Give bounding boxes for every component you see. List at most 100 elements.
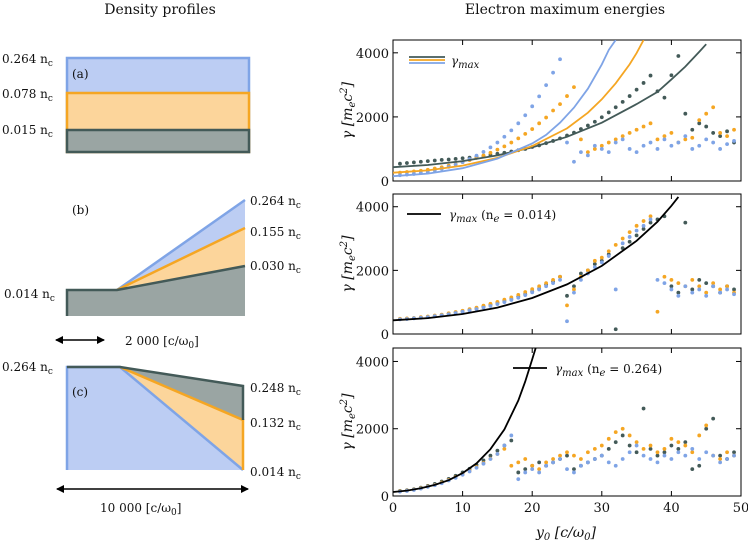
data-point-blue (537, 94, 542, 99)
data-point-orange (669, 436, 674, 441)
data-point-orange (551, 108, 555, 113)
data-point-orange (669, 278, 674, 282)
data-point-blue (544, 83, 549, 88)
data-point-dark (683, 111, 688, 116)
data-point-blue (655, 147, 660, 151)
data-point-orange (704, 290, 709, 295)
data-point-blue (627, 235, 632, 239)
data-point-dark (648, 447, 653, 451)
data-point-blue (467, 469, 472, 474)
data-point-orange (558, 453, 562, 458)
data-point-orange (558, 102, 562, 106)
data-point-blue (676, 293, 681, 298)
y-tick-label: 4000 (356, 201, 389, 216)
data-point-orange (627, 230, 632, 235)
data-point-orange (572, 287, 576, 292)
profile-b-label: (b) (72, 203, 89, 217)
data-point-orange (530, 127, 535, 131)
data-point-orange (572, 453, 576, 458)
data-point-orange (662, 447, 667, 451)
data-point-blue (697, 143, 702, 148)
data-point-orange (613, 243, 618, 247)
data-point-dark (683, 220, 688, 225)
data-point-blue (488, 457, 493, 461)
data-point-dark (634, 450, 639, 455)
data-point-blue (558, 57, 562, 62)
data-point-orange (551, 457, 555, 461)
data-point-orange (620, 426, 625, 431)
data-point-orange (669, 131, 674, 135)
data-point-blue (620, 241, 625, 246)
data-point-dark (676, 290, 681, 295)
data-point-blue (627, 147, 632, 151)
data-point-blue (634, 150, 639, 155)
data-point-orange (551, 278, 555, 282)
data-point-blue (648, 217, 653, 222)
data-point-blue (530, 104, 535, 109)
data-point-orange (718, 131, 723, 135)
data-point-dark (690, 127, 695, 132)
data-point-orange (690, 450, 695, 455)
data-point-blue (579, 278, 583, 282)
y-tick-label: 2000 (356, 264, 389, 279)
data-point-blue (551, 70, 555, 75)
data-point-orange (523, 131, 528, 136)
data-point-blue (697, 287, 702, 292)
chart-panel-b: 0 2000 4000 γ [mec2] γmax (ne = 0.014) (339, 193, 742, 343)
data-point-dark (523, 467, 528, 471)
data-point-blue (599, 260, 604, 265)
data-point-orange (711, 105, 716, 110)
data-point-dark (648, 73, 653, 78)
data-point-blue (474, 307, 479, 312)
data-point-blue (725, 142, 729, 147)
data-point-blue (711, 284, 716, 289)
data-point-dark (613, 440, 618, 445)
data-point-blue (634, 228, 639, 233)
chart-frame (392, 39, 742, 182)
data-point-orange (697, 118, 702, 123)
data-point-blue (481, 461, 486, 466)
data-point-orange (627, 131, 632, 135)
data-point-blue (620, 137, 625, 142)
data-point-orange (725, 284, 729, 289)
data-point-dark (418, 159, 423, 164)
data-point-blue (565, 319, 569, 324)
data-point-orange (704, 111, 709, 116)
data-point-blue (690, 147, 695, 151)
data-point-blue (523, 113, 528, 118)
data-point-orange (655, 137, 660, 142)
data-point-blue (718, 290, 723, 295)
data-point-blue (683, 284, 688, 289)
data-point-blue (690, 447, 695, 451)
gamma-max-curve (393, 40, 645, 174)
data-point-dark (606, 447, 611, 451)
profile-b-density-right-2: 0.155 nc (250, 225, 301, 242)
data-point-orange (662, 274, 667, 279)
profile-a-label: (a) (72, 67, 89, 81)
data-point-dark (572, 467, 576, 471)
data-point-blue (683, 453, 688, 458)
data-point-blue (537, 287, 542, 292)
data-point-blue (572, 470, 576, 475)
data-point-orange (502, 447, 507, 451)
data-point-dark (697, 121, 702, 126)
data-point-dark (585, 123, 590, 128)
profile-b-dark-region (67, 266, 245, 316)
data-point-blue (669, 287, 674, 292)
data-point-blue (551, 281, 555, 285)
data-point-orange (516, 460, 521, 465)
data-point-orange (613, 137, 618, 142)
data-point-blue (474, 465, 479, 470)
data-point-orange (725, 450, 729, 455)
data-point-dark (516, 470, 521, 475)
data-point-dark (627, 239, 632, 244)
data-point-blue (530, 467, 535, 471)
data-point-blue (641, 223, 646, 228)
data-point-orange (662, 134, 667, 139)
y-tick-label: 0 (381, 490, 389, 505)
data-point-blue (481, 305, 486, 310)
data-point-dark (690, 287, 695, 292)
profile-a: (a) 0.264 nc 0.078 nc 0.015 nc (2, 52, 251, 154)
data-point-dark (599, 115, 604, 120)
data-point-orange (634, 127, 639, 132)
